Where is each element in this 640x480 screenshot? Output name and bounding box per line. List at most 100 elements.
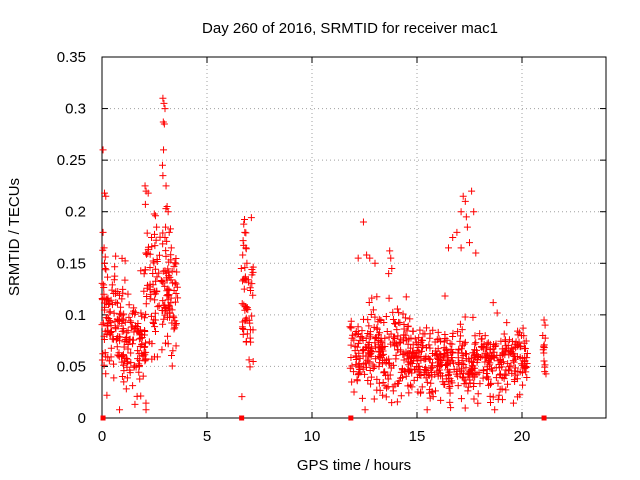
data-point — [417, 372, 425, 380]
data-point — [489, 393, 497, 401]
data-point — [165, 268, 173, 276]
data-point — [510, 358, 518, 366]
data-point — [421, 355, 429, 363]
data-point — [464, 383, 472, 391]
data-point — [435, 335, 443, 343]
data-point — [522, 337, 530, 345]
data-point — [121, 276, 129, 284]
data-point — [447, 404, 455, 412]
data-point — [457, 345, 465, 353]
x-axis-label: GPS time / hours — [297, 457, 411, 474]
data-point — [164, 332, 172, 340]
data-point — [135, 363, 143, 371]
data-point — [168, 362, 176, 370]
data-point — [397, 392, 405, 400]
data-point — [153, 255, 161, 263]
data-point — [409, 327, 417, 335]
data-point — [389, 387, 397, 395]
data-point — [352, 361, 360, 369]
data-point — [119, 315, 127, 323]
data-point — [368, 294, 376, 302]
data-point — [132, 363, 140, 371]
data-point — [237, 265, 245, 273]
data-point — [110, 276, 118, 284]
data-point — [238, 393, 246, 401]
data-point — [468, 187, 476, 195]
data-point — [440, 338, 448, 346]
data-point — [423, 344, 431, 352]
data-point — [495, 364, 503, 372]
data-point — [473, 346, 481, 354]
data-point — [170, 325, 178, 333]
zero-marker — [239, 415, 245, 421]
data-point — [385, 270, 393, 278]
data-point — [151, 242, 159, 250]
data-point — [114, 299, 122, 307]
data-point — [446, 389, 454, 397]
data-point — [410, 376, 418, 384]
data-point — [160, 120, 168, 128]
data-point — [372, 355, 380, 363]
data-point — [516, 391, 524, 399]
data-point — [497, 337, 505, 345]
data-point — [469, 371, 477, 379]
data-point — [459, 192, 467, 200]
data-point — [425, 372, 433, 380]
data-point — [409, 348, 417, 356]
data-point — [514, 331, 522, 339]
data-point — [142, 300, 150, 308]
data-point — [360, 360, 368, 368]
data-point — [469, 349, 477, 357]
data-point — [478, 352, 486, 360]
data-point — [160, 146, 168, 154]
data-point — [393, 326, 401, 334]
data-point — [492, 342, 500, 350]
data-point — [483, 340, 491, 348]
data-point — [241, 264, 249, 272]
data-point — [159, 320, 167, 328]
data-point — [479, 367, 487, 375]
data-point — [502, 386, 510, 394]
data-point — [156, 251, 164, 259]
data-point — [381, 382, 389, 390]
data-point — [514, 368, 522, 376]
data-point — [486, 361, 494, 369]
data-point — [456, 337, 464, 345]
data-point — [129, 382, 137, 390]
data-point — [518, 369, 526, 377]
data-point — [247, 286, 255, 294]
data-point — [170, 314, 178, 322]
data-point — [134, 320, 142, 328]
data-point — [249, 291, 257, 299]
data-point — [243, 330, 251, 338]
data-point — [458, 357, 466, 365]
data-point — [426, 394, 434, 402]
data-point — [151, 296, 159, 304]
data-point — [115, 333, 123, 341]
data-point — [482, 354, 490, 362]
data-point — [427, 379, 435, 387]
data-point — [468, 370, 476, 378]
data-point — [380, 369, 388, 377]
data-point — [130, 304, 138, 312]
y-tick-label: 0.05 — [57, 358, 86, 375]
data-point — [416, 326, 424, 334]
data-point — [100, 335, 108, 343]
data-point — [448, 340, 456, 348]
data-point — [461, 197, 469, 205]
data-point — [397, 368, 405, 376]
data-point — [476, 330, 484, 338]
data-point — [398, 373, 406, 381]
data-point — [395, 309, 403, 317]
data-point — [436, 363, 444, 371]
data-point — [101, 327, 109, 335]
data-point — [167, 276, 175, 284]
data-point — [474, 390, 482, 398]
data-point — [462, 213, 470, 221]
data-point — [100, 244, 108, 252]
data-point — [116, 406, 124, 414]
data-point — [391, 333, 399, 341]
data-point — [241, 215, 249, 223]
data-point — [404, 340, 412, 348]
data-point — [392, 339, 400, 347]
